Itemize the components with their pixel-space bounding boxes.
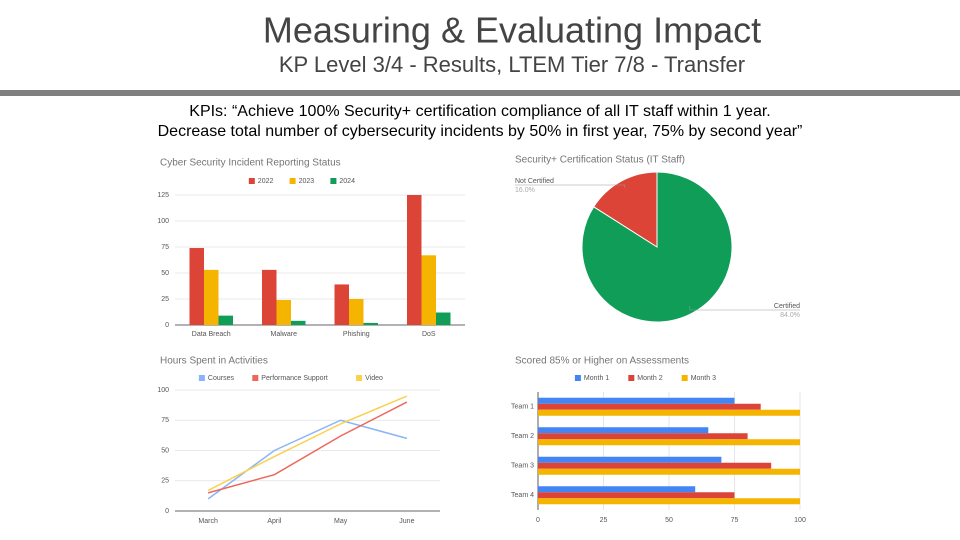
line-series [207,395,408,492]
bar [538,433,748,440]
y-tick-label: 100 [157,387,169,394]
legend-label: Month 1 [584,375,609,382]
legend-swatch [248,178,255,184]
pie-slice [581,171,733,323]
legend-label: 2024 [339,178,355,185]
kpi-line: KPIs: “Achieve 100% Security+ certificat… [189,103,770,120]
y-tick-label: 75 [161,417,169,424]
kpi-line: Decrease total number of cybersecurity i… [158,123,803,140]
line-series [207,401,408,494]
bar [334,284,349,325]
legend-label: 2023 [299,178,315,185]
bar [538,456,722,463]
legend-swatch [252,375,259,381]
x-tick-label: March [198,518,218,525]
slice-value: 84.0% [780,312,800,319]
legend-label: Courses [208,375,235,382]
leader-line [689,306,800,311]
bar [204,269,219,325]
bar [538,486,696,493]
bar [407,195,422,325]
x-tick-label: 0 [536,517,540,524]
x-tick-label: Phishing [343,331,370,338]
bar [538,439,800,446]
slice-value: 16.0% [515,187,535,194]
bar [349,299,364,325]
y-tick-label: Team 1 [511,404,534,411]
bar [538,403,761,410]
legend-label: Month 2 [637,375,662,382]
y-tick-label: 125 [157,192,169,199]
leader-line [515,184,626,188]
legend-swatch [574,375,581,381]
chart-title: Security+ Certification Status (IT Staff… [515,155,685,166]
bar [538,397,735,404]
legend-swatch [330,178,337,184]
x-tick-label: 100 [794,517,806,524]
legend-label: Performance Support [261,375,328,382]
y-tick-label: 0 [165,508,169,515]
y-tick-label: Team 4 [511,492,534,499]
slide-title: Measuring & Evaluating Impact [263,10,761,51]
y-tick-label: Team 3 [511,463,534,470]
x-tick-label: Data Breach [192,331,231,338]
bar [538,409,800,416]
y-tick-label: 50 [161,270,169,277]
bar [189,248,204,325]
legend-swatch [628,375,635,381]
pie-slice [592,171,658,248]
y-tick-label: 25 [161,478,169,485]
slice-label: Certified [774,303,800,310]
legend-label: Video [365,375,383,382]
bar [538,462,772,469]
bar [538,427,709,434]
line-series [207,419,408,500]
x-tick-label: June [399,518,414,525]
y-tick-label: 75 [161,244,169,251]
x-tick-label: Malware [271,331,298,338]
y-tick-label: 50 [161,447,169,454]
bar [262,269,277,325]
legend-label: Month 3 [691,375,716,382]
legend-label: 2022 [258,178,274,185]
bar [421,255,436,325]
slice-label: Not Certified [515,178,554,185]
bar [363,322,378,325]
legend-swatch [356,375,363,381]
y-tick-label: 25 [161,296,169,303]
bar [538,468,800,475]
bar [436,312,451,325]
legend-swatch [289,178,296,184]
y-tick-label: Team 2 [511,433,534,440]
x-tick-label: DoS [422,331,436,338]
divider [0,90,960,96]
slide-subtitle: KP Level 3/4 - Results, LTEM Tier 7/8 - … [279,52,745,77]
bar [538,498,800,505]
y-tick-label: 0 [165,322,169,329]
y-tick-label: 100 [157,218,169,225]
x-tick-label: 50 [665,517,673,524]
legend-swatch [198,375,205,381]
legend-swatch [681,375,688,381]
chart-title: Cyber Security Incident Reporting Status [160,158,341,169]
x-tick-label: April [267,518,281,525]
chart-title: Hours Spent in Activities [160,356,268,367]
bar [291,320,306,325]
x-tick-label: 75 [731,517,739,524]
bar [276,300,291,325]
x-tick-label: May [334,518,348,525]
bar [218,315,233,325]
bar [538,492,735,499]
chart-title: Scored 85% or Higher on Assessments [515,356,689,367]
x-tick-label: 25 [600,517,608,524]
